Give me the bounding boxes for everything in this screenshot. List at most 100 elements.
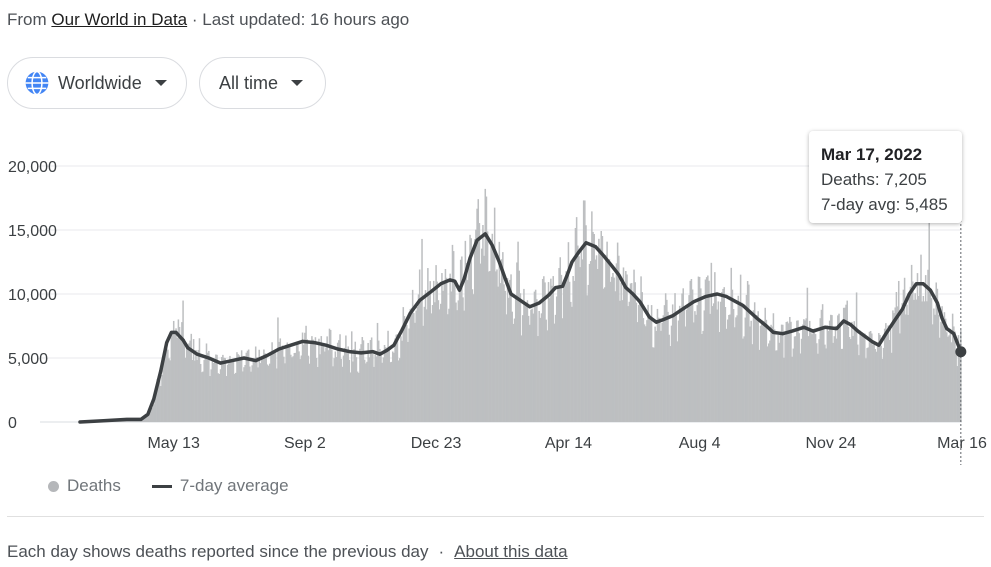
deaths-bar xyxy=(928,217,930,422)
deaths-bar xyxy=(731,289,734,422)
deaths-bar xyxy=(837,315,839,422)
deaths-bar xyxy=(481,248,483,422)
deaths-bar xyxy=(933,308,935,422)
deaths-bar xyxy=(782,324,784,422)
deaths-bar xyxy=(333,358,335,422)
deaths-bar xyxy=(538,310,540,422)
deaths-bar xyxy=(550,278,552,422)
deaths-bar xyxy=(662,315,665,422)
about-data-link[interactable]: About this data xyxy=(454,542,568,561)
deaths-bar xyxy=(533,291,536,422)
deaths-bar xyxy=(158,375,161,422)
deaths-bar xyxy=(872,344,874,422)
deaths-bar xyxy=(197,349,200,422)
deaths-bar xyxy=(380,352,382,422)
deaths-bar xyxy=(436,281,439,422)
deaths-bar xyxy=(619,300,621,422)
deaths-bar xyxy=(710,262,713,422)
deaths-bar xyxy=(752,310,755,422)
deaths-bar xyxy=(548,298,551,422)
deaths-bar xyxy=(820,309,823,422)
time-range-dropdown[interactable]: All time xyxy=(199,57,326,109)
deaths-bar xyxy=(307,355,310,422)
deaths-bar xyxy=(596,268,599,422)
deaths-bar xyxy=(181,322,183,422)
deaths-bar xyxy=(312,339,314,422)
deaths-bar xyxy=(249,366,251,422)
deaths-bar xyxy=(621,300,624,422)
deaths-bar xyxy=(914,293,916,422)
deaths-bar xyxy=(322,346,325,422)
source-link[interactable]: Our World in Data xyxy=(51,10,188,29)
deaths-bar xyxy=(388,349,390,422)
deaths-bar xyxy=(819,318,822,422)
deaths-bar xyxy=(876,344,879,422)
deaths-bar xyxy=(753,302,756,422)
deaths-bar xyxy=(735,317,737,422)
deaths-bar xyxy=(170,333,173,422)
deaths-bar xyxy=(689,280,692,422)
deaths-bar xyxy=(895,291,898,422)
deaths-bar xyxy=(359,348,361,422)
deaths-bar xyxy=(681,293,683,422)
deaths-bar xyxy=(183,338,186,422)
deaths-bar xyxy=(182,300,184,422)
deaths-bar xyxy=(642,318,645,422)
deaths-bar xyxy=(828,320,831,422)
deaths-chart[interactable]: 20,000 15,000 10,000 5,000 0 May 13 Sep 2 Dec 2… xyxy=(0,120,991,470)
deaths-bar xyxy=(878,333,880,422)
deaths-bar xyxy=(190,333,193,422)
deaths-bar xyxy=(349,372,352,422)
deaths-bar xyxy=(909,286,912,422)
deaths-bar xyxy=(553,323,556,422)
deaths-bar xyxy=(830,314,832,422)
deaths-bar xyxy=(725,328,728,422)
deaths-bar xyxy=(339,334,341,422)
deaths-bar xyxy=(938,337,941,422)
deaths-bar xyxy=(942,325,945,422)
deaths-bar xyxy=(315,358,318,422)
globe-icon xyxy=(25,70,49,96)
deaths-bar xyxy=(780,324,783,422)
deaths-bar xyxy=(254,346,257,422)
deaths-bar xyxy=(937,314,940,422)
deaths-bar xyxy=(677,320,680,422)
x-tick-label: Mar 16 xyxy=(937,435,987,452)
deaths-bar xyxy=(529,324,531,422)
deaths-bar xyxy=(840,348,843,422)
deaths-bar xyxy=(177,319,180,422)
deaths-bar xyxy=(451,244,454,422)
deaths-bar xyxy=(272,351,275,422)
deaths-bar xyxy=(189,340,191,422)
x-tick-label: Dec 23 xyxy=(411,435,462,452)
deaths-bar xyxy=(790,321,792,422)
hover-point xyxy=(955,346,967,358)
deaths-bar xyxy=(880,345,882,422)
deaths-bar xyxy=(767,343,770,422)
deaths-bar xyxy=(519,293,522,422)
deaths-bar xyxy=(427,268,429,422)
deaths-bar xyxy=(929,290,932,422)
deaths-bar xyxy=(513,318,516,422)
deaths-bar xyxy=(627,306,629,422)
region-dropdown[interactable]: Worldwide xyxy=(7,57,187,109)
deaths-bar xyxy=(483,255,485,422)
deaths-bar xyxy=(496,269,498,422)
deaths-bar xyxy=(309,344,312,422)
deaths-bar xyxy=(634,282,636,422)
deaths-bar xyxy=(397,360,400,422)
deaths-bar xyxy=(430,313,433,422)
deaths-bar xyxy=(445,277,448,422)
deaths-bar xyxy=(865,358,867,422)
deaths-bar xyxy=(779,334,782,422)
deaths-bar xyxy=(218,373,221,422)
deaths-bar xyxy=(618,255,620,422)
deaths-bar xyxy=(410,307,413,422)
deaths-bar xyxy=(260,357,263,422)
deaths-bar xyxy=(263,349,265,422)
deaths-bar xyxy=(668,334,670,422)
deaths-bar xyxy=(246,350,249,422)
deaths-bar xyxy=(663,305,666,422)
deaths-bar xyxy=(907,314,909,422)
deaths-bar xyxy=(787,323,790,422)
